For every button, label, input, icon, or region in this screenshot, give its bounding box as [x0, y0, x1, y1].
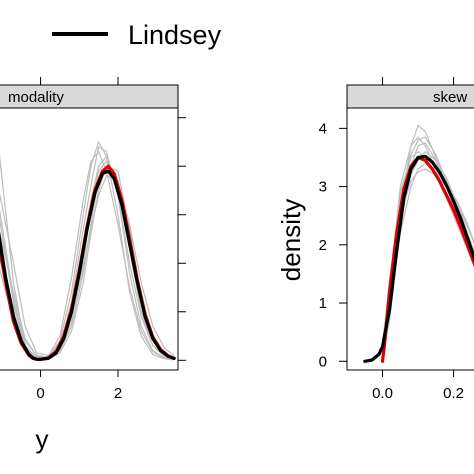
panel-skew: skew 0.0 0.2 0 1 2 3 4 density: [276, 77, 474, 402]
y-tick-label-skew-0: 0: [319, 353, 327, 370]
replicate-curve-modality-6: [0, 150, 175, 361]
legend: Lindsey: [52, 20, 222, 50]
y-tick-label-skew-2: 2: [319, 237, 327, 254]
x-tick-label-modality-0: 0: [36, 385, 44, 402]
series-curve-modality-lindsey: [0, 169, 176, 361]
y-tick-label-skew-4: 4: [319, 120, 327, 137]
plot-frame-skew: [346, 107, 474, 371]
top-ticks-skew: [382, 77, 455, 85]
x-tick-label-modality-1: 2: [114, 385, 122, 402]
series-curve-skew-lindsey: [363, 154, 474, 363]
x-axis-label: y: [36, 424, 49, 454]
y-ticks-skew: 0 1 2 3 4: [319, 120, 347, 370]
series-curves-modality: [0, 164, 176, 361]
x-tick-label-skew-1: 0.2: [443, 385, 464, 402]
y-axis-label: density: [276, 199, 306, 281]
series-curve-skew-red: [380, 155, 474, 363]
y-ticks-modality: [178, 117, 186, 361]
plot-frame-modality: [0, 107, 179, 371]
replicate-curve-modality-3: [0, 175, 175, 357]
y-tick-label-skew-3: 3: [319, 179, 327, 196]
series-curves-skew: [363, 154, 474, 363]
top-ticks-modality: [40, 77, 119, 85]
y-tick-label-skew-1: 1: [319, 295, 327, 312]
x-ticks-skew: 0.0 0.2: [372, 370, 464, 402]
x-tick-label-skew-0: 0.0: [372, 385, 393, 402]
legend-label-lindsey: Lindsey: [128, 20, 222, 50]
strip-label-skew: skew: [433, 89, 467, 106]
strip-label-modality: modality: [8, 89, 64, 106]
